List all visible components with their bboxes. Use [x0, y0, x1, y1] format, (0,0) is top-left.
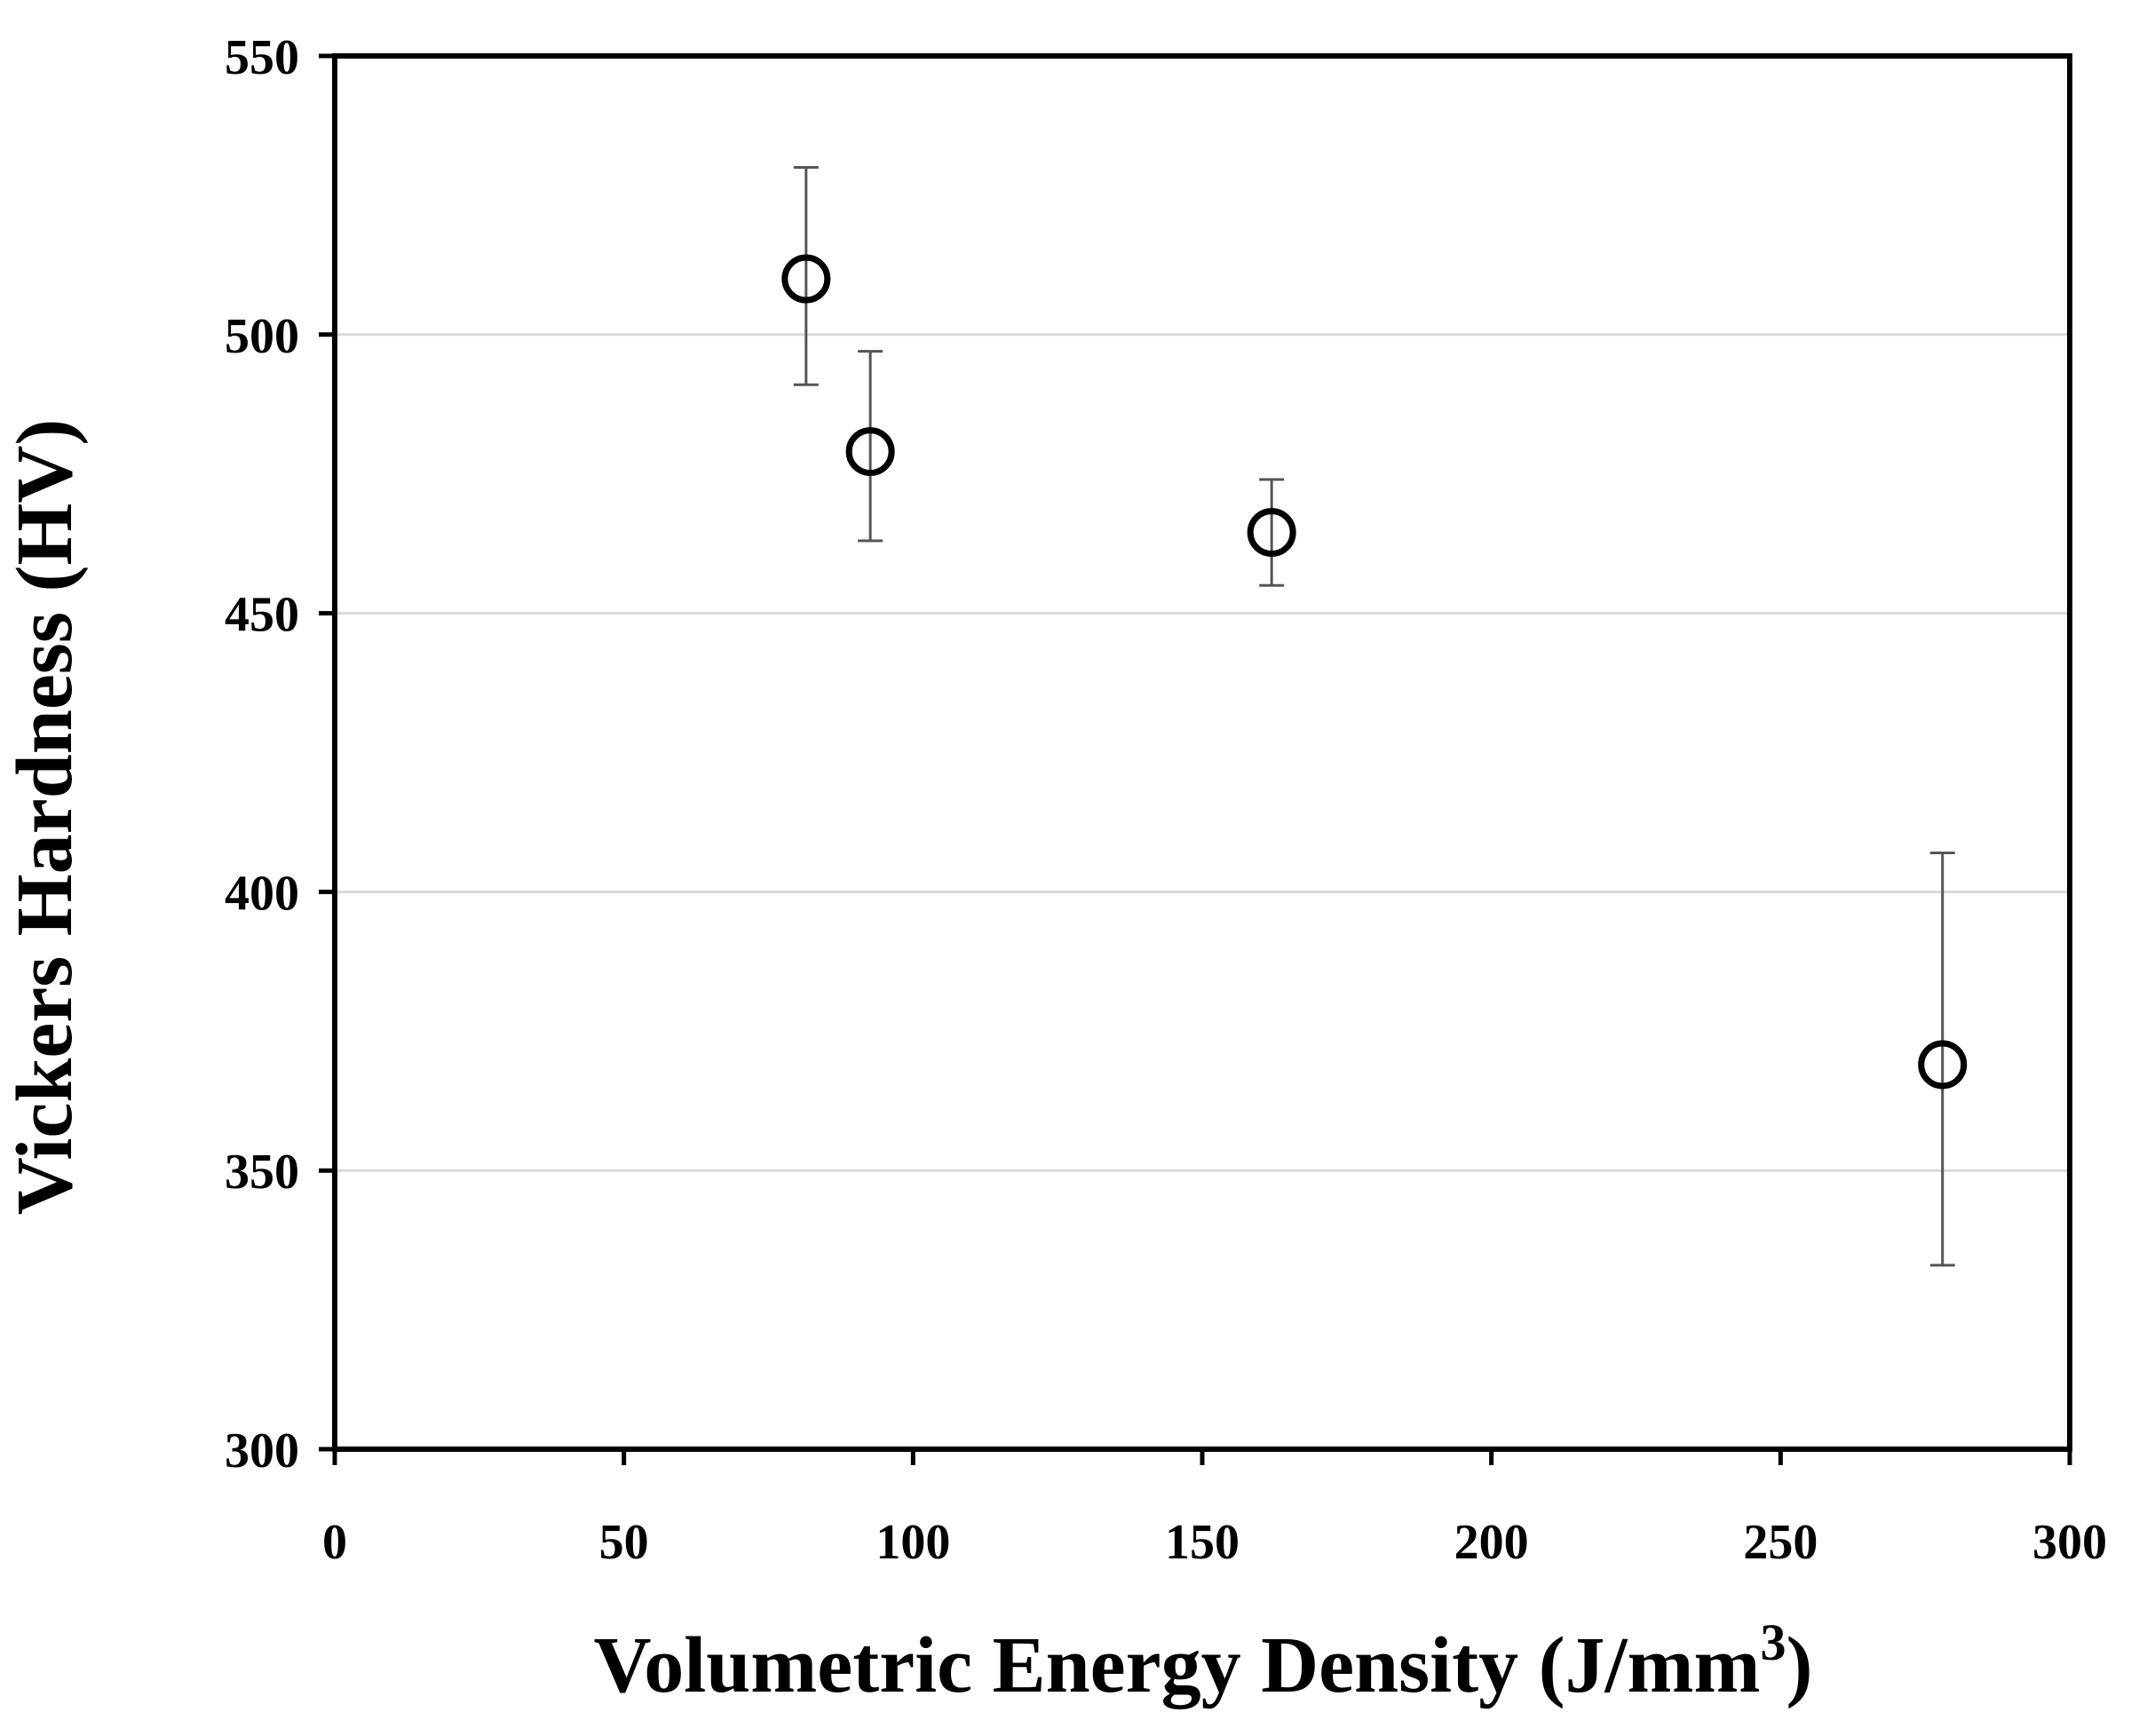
x-axis-ticks: 0 50 100 150 200 250 300	[322, 1449, 2107, 1570]
y-axis-ticks: 300 350 400 450 500 550	[225, 30, 335, 1478]
y-tick-label-400: 400	[225, 866, 299, 921]
data-point-3	[1918, 1040, 1968, 1090]
x-axis-title: Volumetric Energy Density (J/mm3)	[594, 1613, 1813, 1709]
y-tick-label-350: 350	[225, 1145, 299, 1200]
x-tick-label-150: 150	[1165, 1515, 1240, 1570]
x-tick-label-200: 200	[1454, 1515, 1529, 1570]
data-point-1	[845, 427, 895, 477]
x-tick-label-100: 100	[875, 1515, 950, 1570]
x-axis-title-end: )	[1786, 1621, 1812, 1709]
y-tick-label-550: 550	[225, 30, 299, 85]
plot-area-frame	[332, 53, 2072, 1452]
data-point-0	[781, 254, 831, 304]
y-tick-label-500: 500	[225, 309, 299, 364]
x-tick-label-250: 250	[1743, 1515, 1818, 1570]
y-axis-title: Vickers Hardness (HV)	[1, 419, 89, 1216]
x-tick-label-50: 50	[599, 1515, 649, 1570]
data-point-2	[1247, 508, 1296, 558]
x-tick-label-0: 0	[322, 1515, 347, 1570]
x-axis-title-superscript: 3	[1760, 1613, 1786, 1671]
y-tick-label-300: 300	[225, 1423, 299, 1478]
x-tick-label-300: 300	[2032, 1515, 2107, 1570]
data-points	[781, 254, 1968, 1090]
error-bars	[793, 166, 1955, 1267]
x-axis-title-main: Volumetric Energy Density (J/mm	[594, 1621, 1761, 1709]
gridlines	[335, 333, 2070, 1172]
y-tick-label-450: 450	[225, 588, 299, 643]
